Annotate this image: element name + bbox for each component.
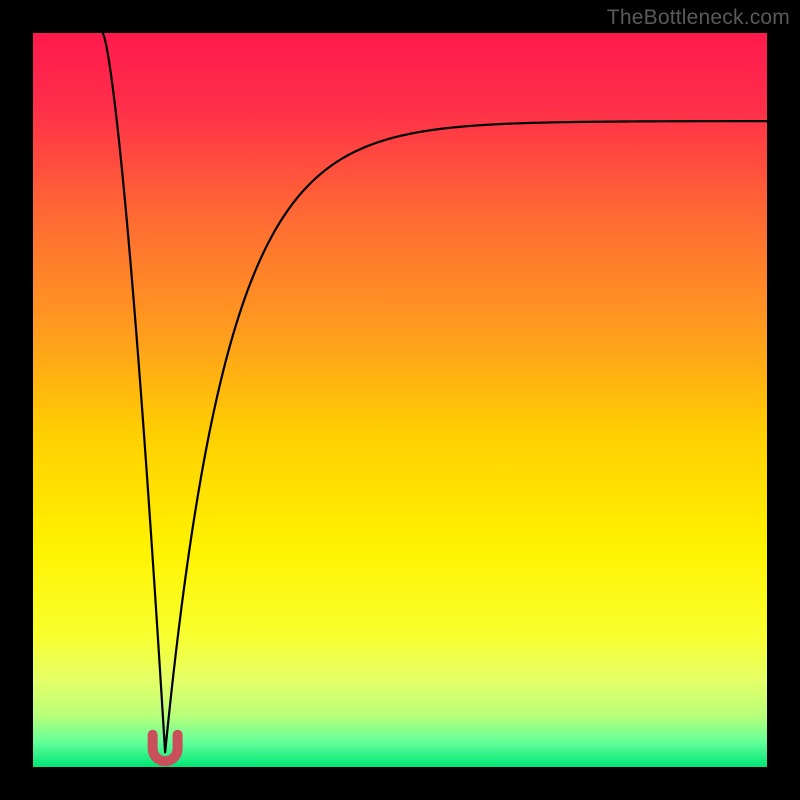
watermark-label: TheBottleneck.com [607, 6, 790, 30]
gradient-background [33, 33, 767, 767]
chart-container: TheBottleneck.com [0, 0, 800, 800]
bottleneck-chart [0, 0, 800, 800]
